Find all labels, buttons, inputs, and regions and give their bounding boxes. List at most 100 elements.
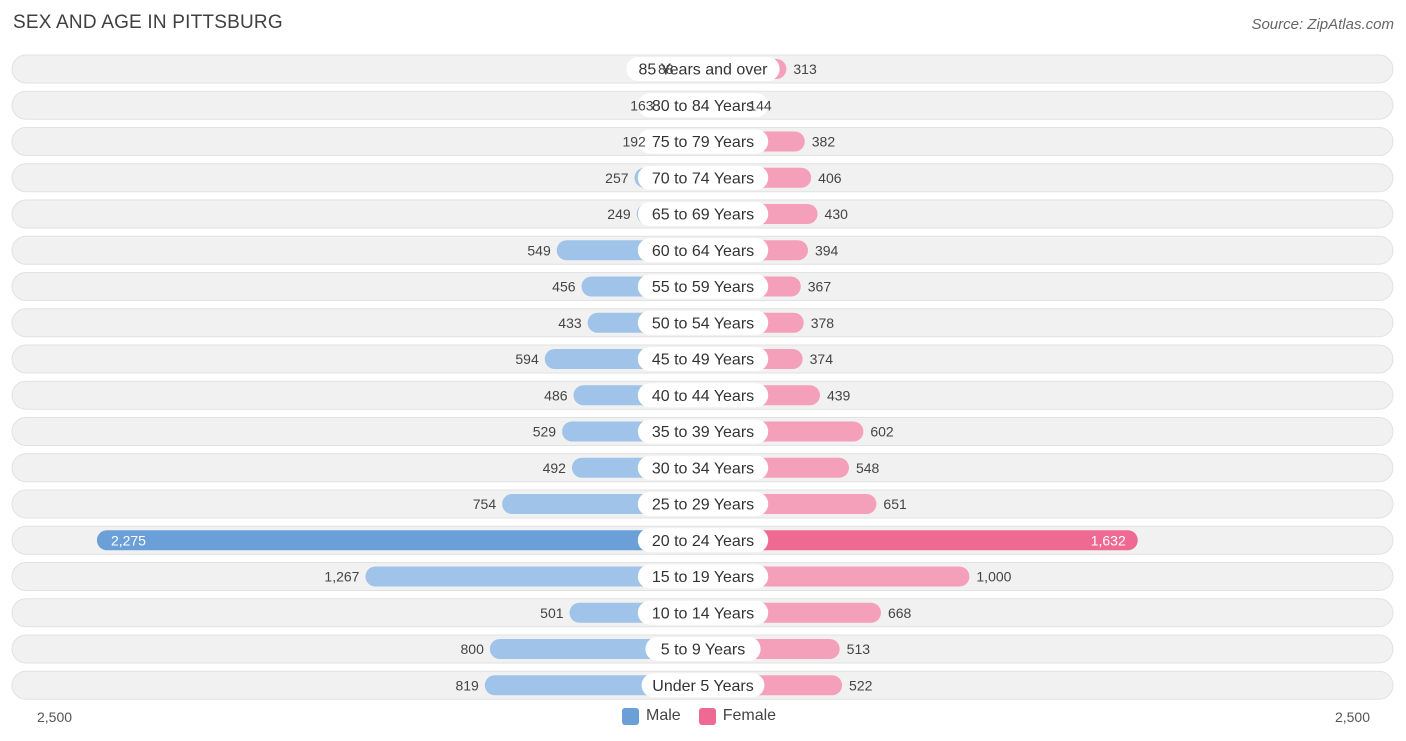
male-value-label: 529 — [533, 424, 557, 440]
legend-female-label: Female — [722, 707, 777, 724]
legend: Male Female — [622, 707, 794, 725]
chart-row: 30 to 34 Years 492 548 — [11, 453, 1394, 483]
category-label: 65 to 69 Years — [652, 207, 754, 224]
category-label: 25 to 29 Years — [652, 497, 754, 514]
female-value-label: 382 — [812, 134, 836, 150]
category-label: 80 to 84 Years — [652, 98, 754, 115]
female-value-label: 602 — [870, 424, 894, 440]
male-bar — [96, 530, 703, 551]
chart-row: 10 to 14 Years 501 668 — [11, 598, 1394, 628]
chart-row: 20 to 24 Years 2,275 1,632 — [11, 525, 1394, 555]
chart-row: 35 to 39 Years 529 602 — [11, 417, 1394, 446]
chart-title: SEX AND AGE IN PITTSBURG — [13, 12, 283, 33]
female-value-label: 513 — [847, 641, 871, 657]
female-value-label: 1,000 — [976, 569, 1011, 585]
chart-row: 40 to 44 Years 486 439 — [11, 380, 1394, 410]
female-bar — [703, 530, 1138, 551]
category-label: 60 to 64 Years — [652, 243, 754, 260]
category-label: 55 to 59 Years — [652, 279, 754, 296]
category-label-bg — [637, 202, 769, 226]
female-value-label: 439 — [827, 387, 851, 403]
male-value-label: 88 — [658, 61, 674, 77]
chart-row: 25 to 29 Years 754 651 — [11, 489, 1394, 519]
female-value-label: 522 — [849, 677, 873, 693]
category-label: 30 to 34 Years — [652, 460, 754, 477]
category-label-bg — [637, 347, 769, 371]
source-label: Source: ZipAtlas.com — [1251, 16, 1394, 33]
category-label-bg — [626, 57, 780, 81]
chart-row: 60 to 64 Years 549 394 — [11, 235, 1394, 265]
male-value-label: 486 — [544, 387, 568, 403]
male-value-label: 456 — [552, 279, 576, 295]
legend-male-swatch — [622, 707, 639, 725]
category-label-bg — [637, 238, 769, 263]
category-label-bg — [637, 310, 769, 335]
legend-female: Female — [698, 707, 777, 725]
category-label: 45 to 49 Years — [652, 352, 754, 369]
category-label-bg — [637, 528, 769, 553]
female-value-label: 1,632 — [1091, 532, 1126, 548]
category-label: 40 to 44 Years — [652, 388, 754, 405]
category-label-bg — [637, 383, 769, 408]
category-label: 85 Years and over — [639, 62, 769, 79]
female-value-label: 548 — [856, 460, 880, 476]
female-value-label: 367 — [808, 279, 832, 295]
male-value-label: 800 — [461, 641, 485, 657]
male-value-label: 192 — [622, 134, 646, 150]
legend-male-label: Male — [646, 707, 681, 724]
male-value-label: 819 — [455, 677, 479, 693]
category-label-bg — [637, 129, 769, 154]
category-label-bg — [641, 673, 765, 698]
male-value-label: 257 — [605, 170, 629, 186]
female-value-label: 406 — [818, 170, 842, 186]
legend-female-swatch — [698, 707, 716, 725]
category-label: 5 to 9 Years — [661, 642, 746, 659]
chart-row: 50 to 54 Years 433 378 — [11, 308, 1394, 338]
male-value-label: 433 — [558, 315, 582, 331]
male-value-label: 492 — [543, 460, 567, 476]
category-label: 15 to 19 Years — [652, 569, 754, 586]
chart-row: 55 to 59 Years 456 367 — [11, 272, 1394, 301]
chart-row: 70 to 74 Years 257 406 — [11, 163, 1394, 193]
female-value-label: 378 — [811, 315, 835, 331]
category-label-bg — [637, 492, 769, 516]
male-value-label: 754 — [473, 496, 497, 512]
chart-row: Under 5 Years 819 522 — [11, 670, 1394, 700]
category-label-bg — [637, 419, 769, 444]
category-label: Under 5 Years — [652, 678, 753, 695]
female-value-label: 374 — [810, 351, 834, 367]
female-bar — [703, 566, 970, 587]
category-label-bg — [637, 600, 769, 625]
category-label-bg — [637, 274, 769, 299]
female-value-label: 394 — [815, 242, 839, 258]
category-label-bg — [637, 455, 769, 480]
male-value-label: 594 — [515, 351, 539, 367]
male-value-label: 1,267 — [324, 569, 359, 585]
legend-male: Male — [622, 707, 681, 725]
category-label: 75 to 79 Years — [652, 134, 754, 151]
category-label: 35 to 39 Years — [652, 424, 754, 441]
category-label: 20 to 24 Years — [652, 533, 754, 550]
category-label: 50 to 54 Years — [652, 315, 754, 332]
chart-row: 75 to 79 Years 192 382 — [11, 127, 1394, 156]
category-label-bg — [637, 93, 769, 118]
male-value-label: 163 — [630, 97, 654, 113]
male-value-label: 549 — [527, 242, 551, 258]
female-value-label: 144 — [748, 97, 772, 113]
male-value-label: 2,275 — [111, 532, 146, 548]
female-value-label: 668 — [888, 605, 912, 621]
chart-row: 5 to 9 Years 800 513 — [11, 634, 1394, 664]
category-label-bg — [637, 564, 769, 589]
male-value-label: 249 — [607, 206, 631, 222]
category-label-bg — [645, 637, 761, 661]
category-label-bg — [637, 165, 769, 190]
male-bar — [365, 566, 703, 587]
female-value-label: 313 — [793, 61, 817, 77]
female-value-label: 651 — [883, 496, 907, 512]
female-value-label: 430 — [825, 206, 849, 222]
category-label: 70 to 74 Years — [652, 170, 754, 187]
category-label: 10 to 14 Years — [652, 605, 754, 622]
